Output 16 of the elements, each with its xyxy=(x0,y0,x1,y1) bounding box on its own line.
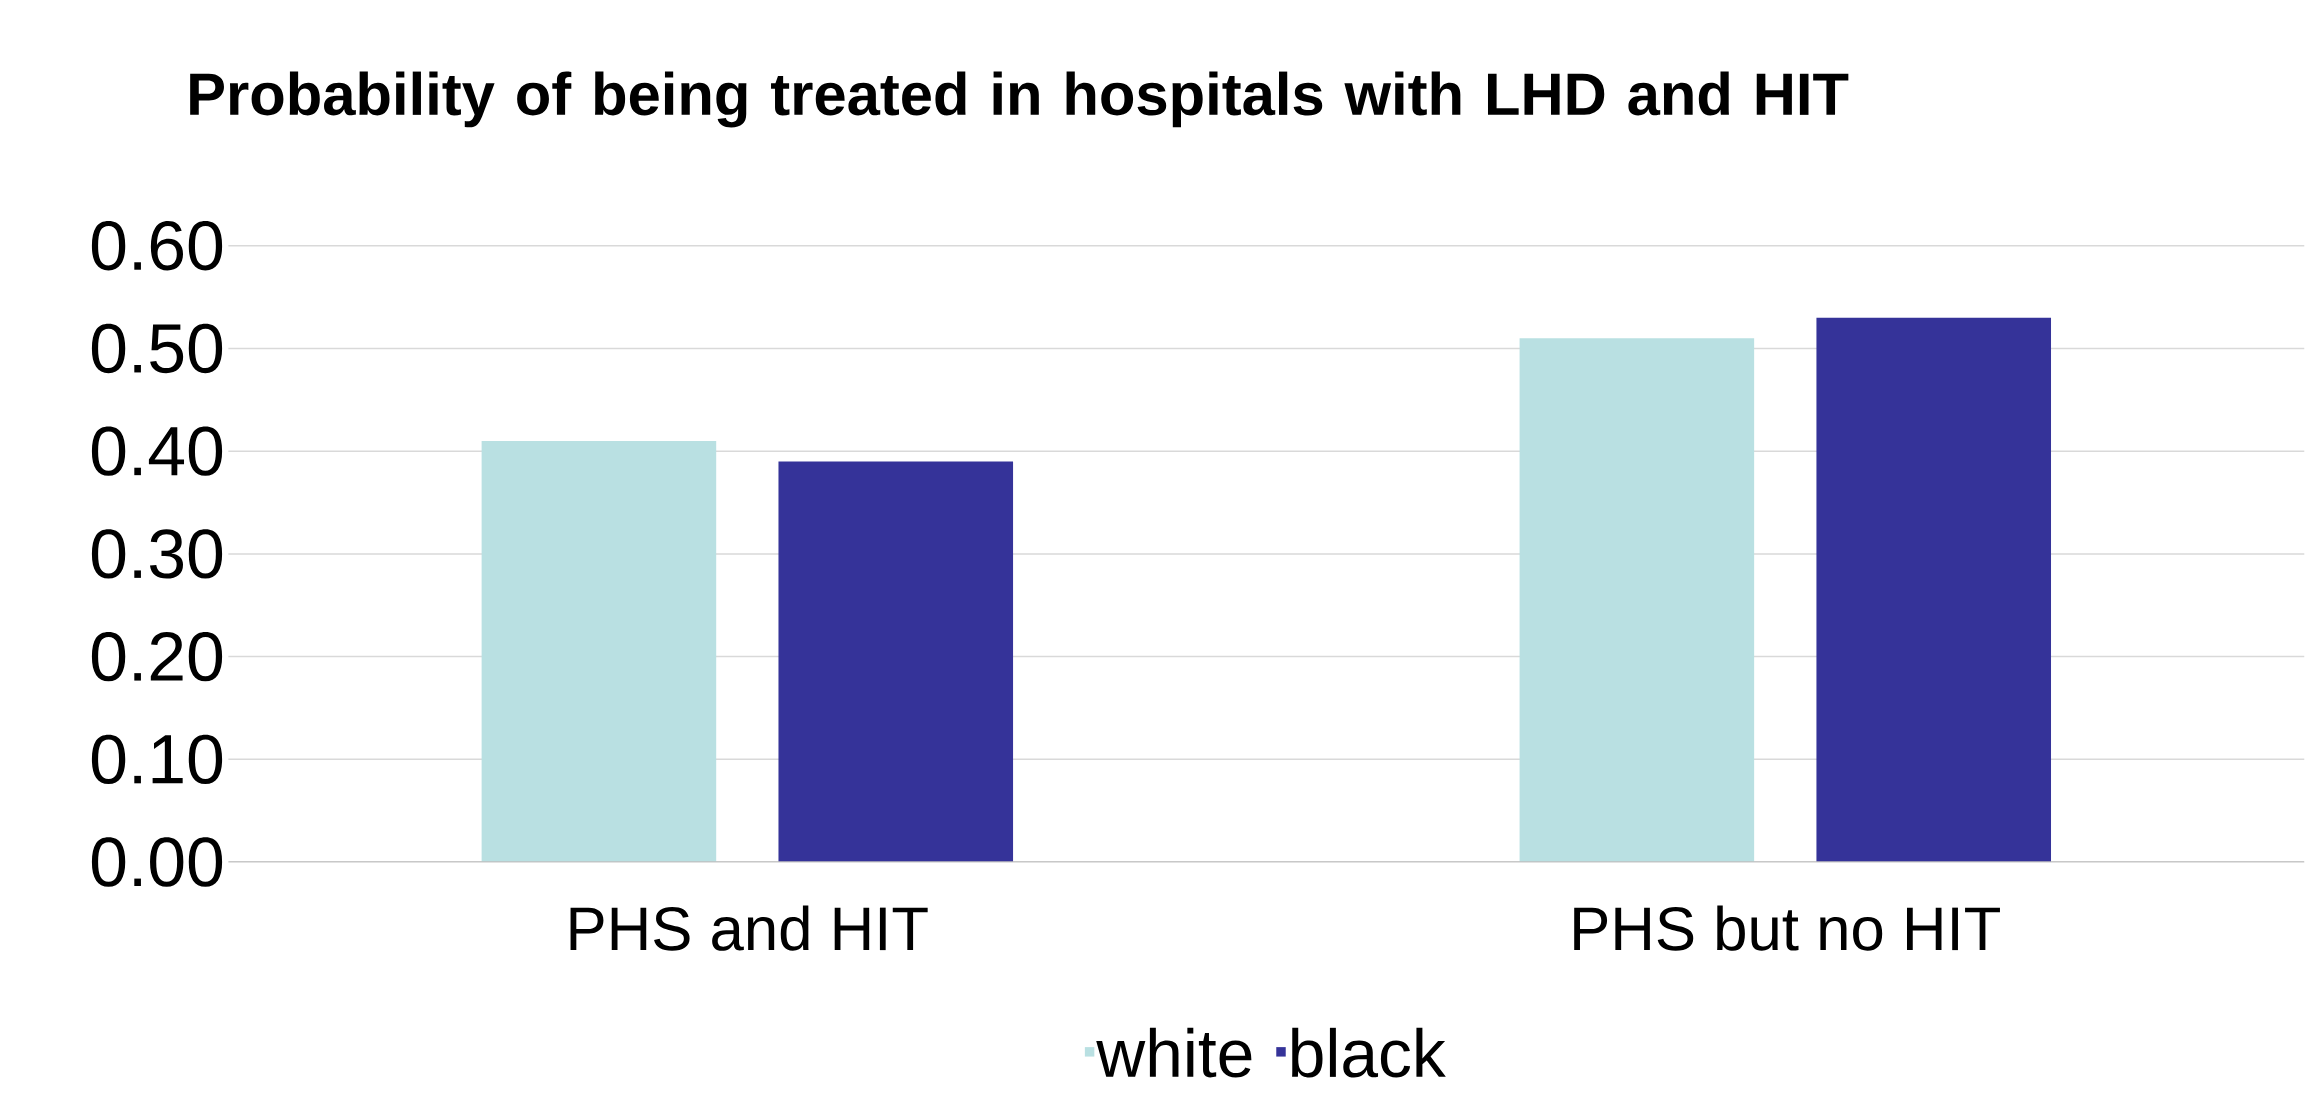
bar xyxy=(1816,317,2052,862)
y-tick-label: 0.40 xyxy=(91,426,223,476)
x-tick-label: PHS but no HIT xyxy=(1574,905,2000,951)
x-tick-label: PHS and HIT xyxy=(570,905,928,951)
y-tick-label: 0.20 xyxy=(91,631,223,682)
legend-label: black xyxy=(1292,1027,1446,1078)
bar xyxy=(1519,338,1755,862)
y-tick-label: 0.50 xyxy=(91,323,223,374)
bar xyxy=(778,461,1014,862)
y-tick-label: 0.10 xyxy=(91,734,223,784)
y-tick-label: 0.60 xyxy=(91,220,223,271)
y-tick-label: 0.30 xyxy=(91,529,223,579)
chart-title: Probability of being treated in hospitals with LHD and HIT xyxy=(190,71,1849,128)
bar xyxy=(481,440,717,862)
legend-label: white xyxy=(1096,1027,1252,1078)
y-tick-label: 0.00 xyxy=(91,837,223,887)
